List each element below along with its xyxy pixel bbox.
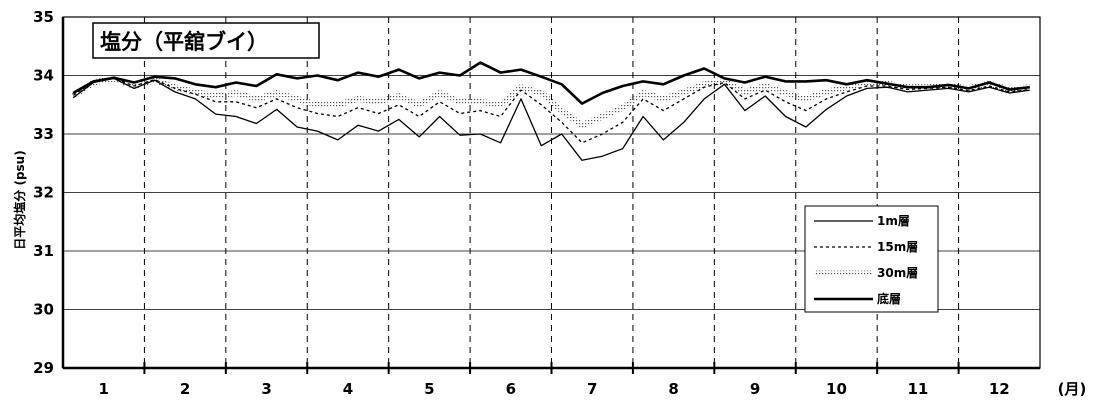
x-unit-label: (月) <box>1058 380 1087 398</box>
x-tick-3: 3 <box>261 380 271 398</box>
legend-label-30m層: 30m層 <box>877 266 918 280</box>
chart-title: 塩分（平舘ブイ） <box>100 30 268 54</box>
x-tick-4: 4 <box>343 380 353 398</box>
y-axis-label: 日平均塩分 (psu) <box>12 150 27 249</box>
x-tick-6: 6 <box>506 380 516 398</box>
y-tick-30: 30 <box>33 301 54 319</box>
y-tick-31: 31 <box>33 242 54 260</box>
y-tick-29: 29 <box>33 359 54 377</box>
title-box-border <box>92 22 320 59</box>
series-line-15m層 <box>72 77 1030 144</box>
y-tick-33: 33 <box>33 125 54 143</box>
title-box: 塩分（平舘ブイ） <box>92 22 320 59</box>
legend-box <box>804 205 939 313</box>
legend-label-15m層: 15m層 <box>877 240 918 254</box>
series-line-30m層 <box>71 75 1031 129</box>
x-tick-11: 11 <box>907 380 928 398</box>
legend-label-底層: 底層 <box>877 291 901 306</box>
y-tick-labels: 35 34 33 32 31 30 29 <box>33 8 54 377</box>
x-tick-1: 1 <box>98 380 108 398</box>
x-tick-12: 12 <box>989 380 1010 398</box>
month-boundary-lines <box>143 17 960 368</box>
y-tick-35: 35 <box>33 8 54 26</box>
x-tick-5: 5 <box>424 380 434 398</box>
series-line-1m層 <box>72 77 1030 161</box>
axes <box>61 16 1041 374</box>
y-tick-32: 32 <box>33 184 54 202</box>
x-tick-8: 8 <box>668 380 678 398</box>
x-tick-labels: 1 2 3 4 5 6 7 8 9 10 11 12 <box>98 380 1009 398</box>
x-tick-2: 2 <box>180 380 190 398</box>
series-line-底層 <box>72 61 1030 105</box>
y-tick-34: 34 <box>33 67 54 85</box>
series-lines <box>71 61 1031 161</box>
x-tick-10: 10 <box>826 380 847 398</box>
x-tick-9: 9 <box>750 380 760 398</box>
legend-label-1m層: 1m層 <box>877 214 910 228</box>
x-tick-7: 7 <box>587 380 597 398</box>
